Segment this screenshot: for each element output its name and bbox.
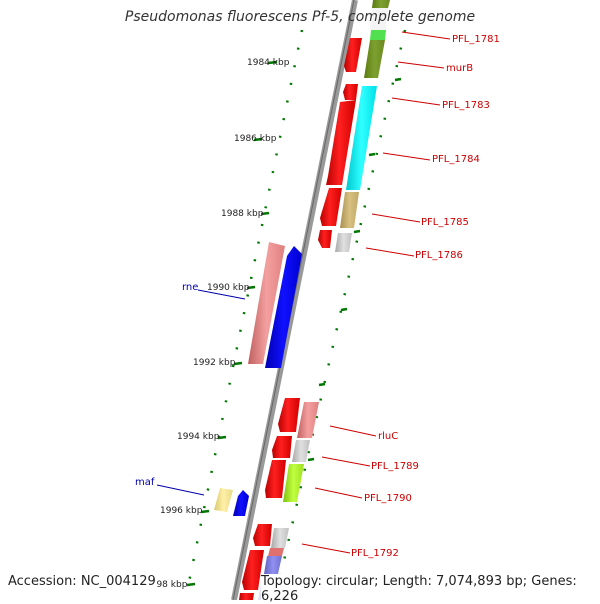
gene-label-pfl1792[interactable]: PFL_1792 bbox=[351, 548, 399, 559]
tick-label: 1984 kbp bbox=[247, 58, 290, 68]
cds-pfl1790[interactable] bbox=[265, 460, 286, 498]
category-box bbox=[346, 86, 377, 190]
tick-label: 1994 kbp bbox=[177, 432, 220, 442]
cds-maf-category bbox=[214, 488, 233, 512]
genome-title: Pseudomonas fluorescens Pf-5, complete g… bbox=[124, 9, 476, 25]
cds-pfl1789[interactable] bbox=[272, 436, 292, 458]
tick-mark bbox=[186, 582, 196, 587]
accession-text: Accession: NC_004129 bbox=[8, 574, 156, 589]
gene-label-pfl1783[interactable]: PFL_1783 bbox=[442, 100, 490, 111]
cds-maf[interactable] bbox=[233, 490, 249, 516]
label-leaders-blue bbox=[156, 289, 246, 496]
cds-rne-category bbox=[248, 242, 285, 364]
tick-mark bbox=[353, 229, 361, 234]
category-box bbox=[370, 8, 388, 30]
category-box bbox=[271, 528, 289, 548]
forward-strand-genes bbox=[239, 38, 362, 600]
category-box bbox=[364, 40, 385, 78]
leader-line bbox=[329, 425, 377, 437]
gene-label-maf[interactable]: maf bbox=[135, 477, 155, 488]
gene-label-pfl1781[interactable]: PFL_1781 bbox=[452, 34, 500, 45]
tick-track bbox=[185, 29, 407, 601]
category-box bbox=[292, 440, 310, 462]
leader-line bbox=[391, 97, 441, 106]
cds-rne[interactable] bbox=[265, 246, 302, 368]
cds-next-2[interactable] bbox=[239, 593, 254, 600]
gene-label-murB[interactable]: murB bbox=[446, 63, 473, 74]
leader-line bbox=[365, 247, 415, 257]
tick-labels: 1984 kbp 1986 kbp 1988 kbp 1990 kbp 1992… bbox=[145, 58, 290, 590]
leader-line bbox=[197, 289, 246, 300]
category-box bbox=[283, 464, 304, 502]
leader-line bbox=[397, 61, 445, 69]
tick-mark bbox=[246, 285, 256, 290]
tick-label: 1990 kbp bbox=[207, 283, 250, 293]
tick-marks bbox=[186, 60, 402, 587]
gene-label-pfl1786[interactable]: PFL_1786 bbox=[415, 250, 463, 261]
tick-label: 1988 kbp bbox=[221, 209, 264, 219]
tick-mark bbox=[368, 152, 376, 157]
leader-line bbox=[314, 487, 363, 499]
gene-labels: PFL_1781 murB PFL_1783 PFL_1784 PFL_1785… bbox=[135, 34, 500, 559]
cds-rluC[interactable] bbox=[278, 398, 300, 432]
tick-mark bbox=[307, 457, 315, 462]
leader-line bbox=[156, 484, 205, 496]
topology-text: Topology: circular; Length: 7,074,893 bp… bbox=[261, 574, 600, 604]
leader-line bbox=[401, 31, 451, 40]
gene-label-rne[interactable]: rne bbox=[182, 282, 198, 293]
leader-line bbox=[371, 213, 421, 223]
reverse-strand-genes bbox=[214, 242, 302, 516]
tick-label: 1992 kbp bbox=[193, 358, 236, 368]
category-box bbox=[297, 402, 319, 438]
category-box bbox=[370, 30, 386, 40]
function-category-boxes bbox=[258, 0, 390, 600]
tick-label: 1986 kbp bbox=[234, 134, 277, 144]
gene-label-rluC[interactable]: rluC bbox=[378, 431, 398, 442]
cds-pfl1784[interactable] bbox=[320, 188, 342, 226]
category-box bbox=[268, 548, 284, 556]
cds-pfl1783[interactable] bbox=[326, 100, 356, 185]
tick-mark bbox=[217, 435, 227, 440]
leader-line bbox=[321, 456, 371, 467]
tick-label: 1996 kbp bbox=[160, 506, 203, 516]
tick-mark bbox=[260, 211, 270, 216]
category-box bbox=[340, 192, 359, 228]
cds-pfl1781[interactable] bbox=[344, 38, 362, 72]
cds-pfl1792[interactable] bbox=[253, 524, 272, 546]
leader-line bbox=[382, 152, 431, 161]
tick-mark bbox=[200, 509, 210, 514]
genome-backbone bbox=[231, 0, 358, 601]
gene-label-pfl1784[interactable]: PFL_1784 bbox=[432, 154, 480, 165]
outer-tick-dots bbox=[273, 29, 407, 601]
gene-label-pfl1789[interactable]: PFL_1789 bbox=[371, 461, 419, 472]
category-box bbox=[264, 556, 282, 574]
tick-mark bbox=[233, 361, 243, 366]
cds-pfl1785[interactable] bbox=[318, 230, 332, 248]
leader-line bbox=[301, 543, 351, 554]
gene-label-pfl1790[interactable]: PFL_1790 bbox=[364, 493, 412, 504]
tick-mark bbox=[340, 307, 348, 312]
tick-mark bbox=[394, 77, 402, 82]
tick-mark bbox=[253, 137, 263, 142]
category-box bbox=[372, 0, 390, 8]
category-box bbox=[335, 233, 352, 252]
gene-label-pfl1785[interactable]: PFL_1785 bbox=[421, 217, 469, 228]
cds-next[interactable] bbox=[242, 550, 264, 590]
label-leaders bbox=[301, 31, 451, 554]
cds-murB[interactable] bbox=[343, 84, 358, 100]
tick-mark bbox=[267, 60, 278, 65]
tick-label: 1998 kbp bbox=[145, 580, 188, 590]
tick-mark bbox=[318, 382, 326, 387]
